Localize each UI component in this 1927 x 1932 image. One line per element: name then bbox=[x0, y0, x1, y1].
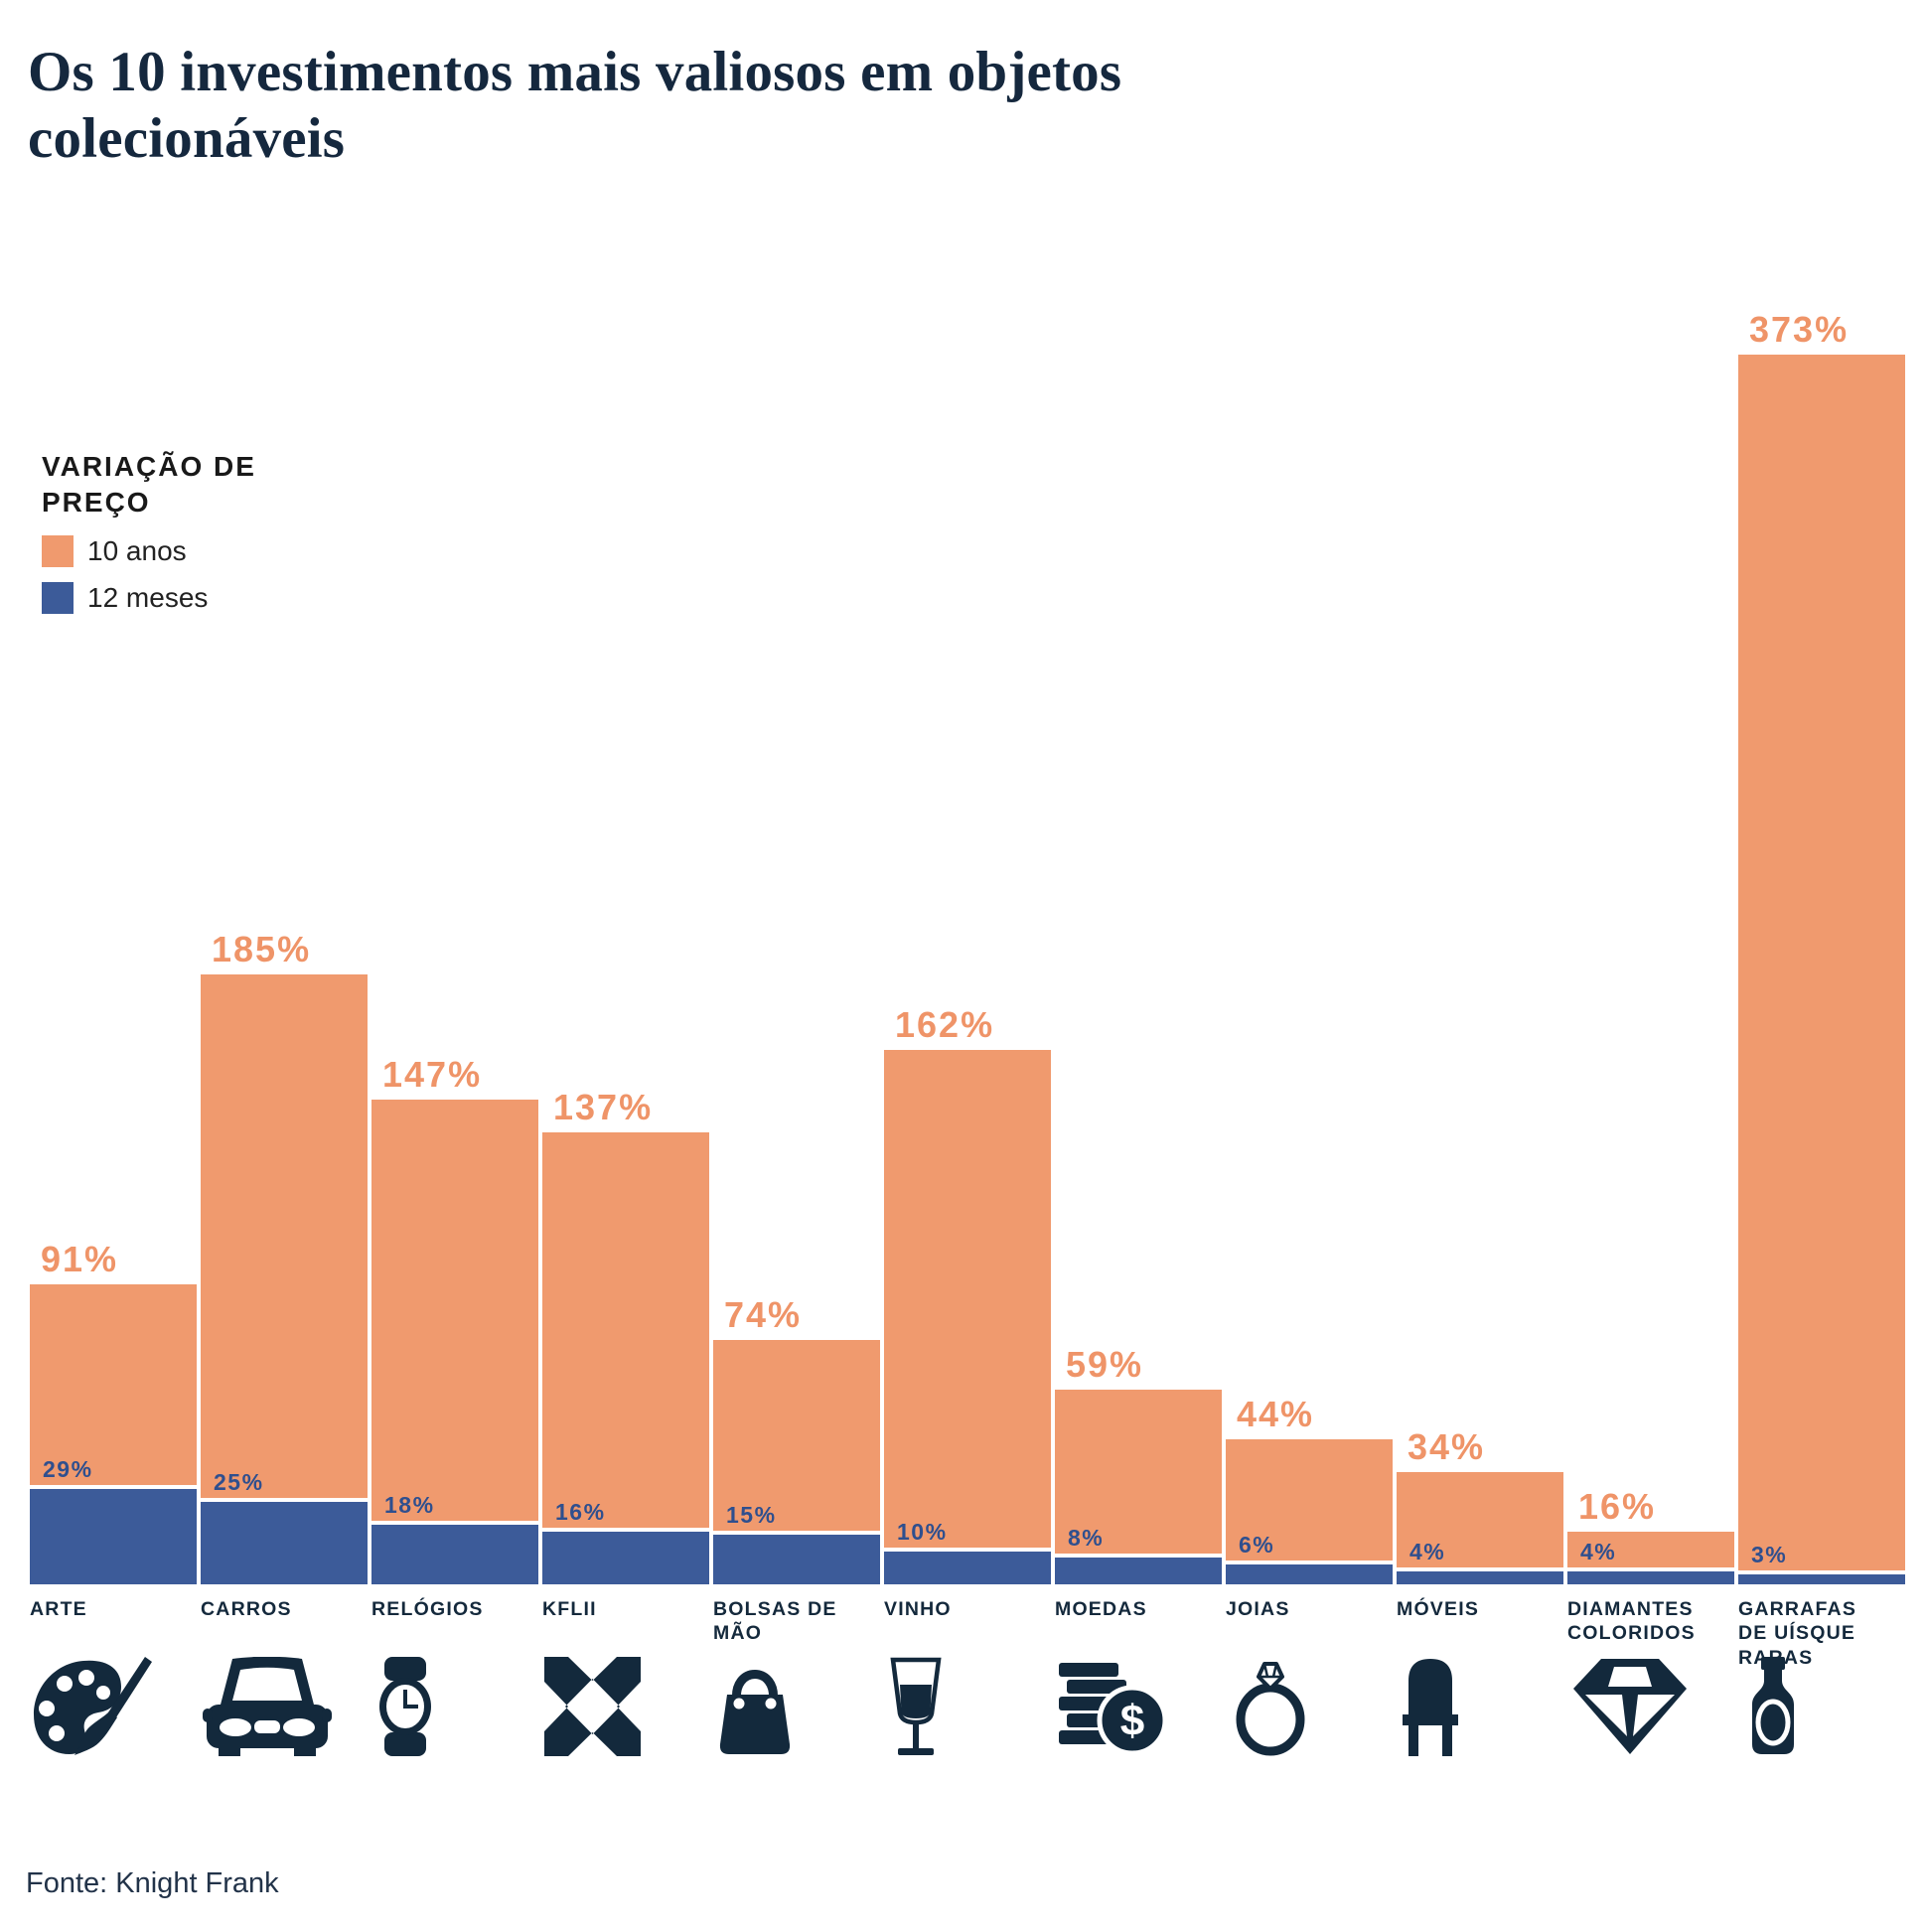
bar-segment-10-anos bbox=[1738, 354, 1905, 1571]
category-label: VINHO bbox=[884, 1598, 952, 1620]
bar-group: 74% 15% BOLSAS DE MÃO bbox=[713, 0, 880, 1932]
bar-segment-12-meses bbox=[371, 1525, 538, 1584]
diamond-ring-icon bbox=[1228, 1657, 1313, 1756]
value-label-10-anos: 137% bbox=[553, 1087, 654, 1128]
bar-segment-12-meses bbox=[1738, 1574, 1905, 1584]
bar-segment-10-anos bbox=[1397, 1472, 1563, 1567]
value-label-12-meses: 18% bbox=[384, 1492, 435, 1519]
value-label-12-meses: 29% bbox=[43, 1455, 93, 1482]
whisky-bottle-icon bbox=[1740, 1657, 1806, 1756]
category-label: ARTE bbox=[30, 1598, 87, 1620]
legend-label-10-anos: 10 anos bbox=[87, 534, 187, 566]
bar-segment-12-meses bbox=[542, 1531, 709, 1584]
value-label-12-meses: 25% bbox=[214, 1469, 264, 1495]
bar-segment-10-anos bbox=[1226, 1438, 1393, 1561]
bar-group: 34% 4% MÓVEIS bbox=[1397, 0, 1563, 1932]
value-label-12-meses: 4% bbox=[1580, 1538, 1617, 1564]
value-label-10-anos: 34% bbox=[1408, 1426, 1486, 1468]
kflii-logo-icon bbox=[544, 1657, 641, 1756]
category-label: JOIAS bbox=[1226, 1598, 1290, 1620]
value-label-10-anos: 91% bbox=[41, 1238, 119, 1279]
value-label-10-anos: 185% bbox=[212, 928, 312, 969]
value-label-12-meses: 16% bbox=[555, 1498, 606, 1525]
wristwatch-icon bbox=[373, 1657, 437, 1756]
wine-glass-icon bbox=[886, 1657, 946, 1756]
legend-label-12-meses: 12 meses bbox=[87, 581, 209, 613]
bar-group: 185% 25% CARROS bbox=[201, 0, 368, 1932]
bar-segment-12-meses bbox=[30, 1488, 197, 1584]
legend-swatch-10-anos bbox=[42, 534, 74, 567]
legend-title: VARIAÇÃO DE PREÇO bbox=[42, 451, 256, 518]
bar-segment-12-meses bbox=[1397, 1570, 1563, 1584]
value-label-10-anos: 59% bbox=[1066, 1344, 1144, 1386]
category-label: RELÓGIOS bbox=[371, 1598, 484, 1620]
bar-segment-10-anos bbox=[713, 1340, 880, 1532]
value-label-12-meses: 4% bbox=[1409, 1538, 1446, 1564]
category-label: CARROS bbox=[201, 1598, 292, 1620]
bar-segment-12-meses bbox=[1226, 1564, 1393, 1584]
legend-item-10-anos: 10 anos bbox=[42, 534, 300, 567]
value-label-12-meses: 8% bbox=[1068, 1525, 1105, 1552]
bar-group: 373%3%GARRAFAS DE UÍSQUE RARAS bbox=[1738, 0, 1905, 1932]
bar-segment-10-anos bbox=[1567, 1531, 1734, 1567]
bar-group: 91% 29% ARTE bbox=[30, 0, 197, 1932]
category-label: KFLII bbox=[542, 1598, 597, 1620]
bar-segment-12-meses bbox=[713, 1535, 880, 1584]
bar-group: 44% 6% JOIAS bbox=[1226, 0, 1393, 1932]
bar-group: 162% 10% VINHO bbox=[884, 0, 1051, 1932]
value-label-10-anos: 74% bbox=[724, 1294, 803, 1336]
category-label: MOEDAS bbox=[1055, 1598, 1147, 1620]
page-title: Os 10 investimentos mais valiosos em obj… bbox=[28, 41, 1122, 170]
bar-group: 16% 4% DIAMANTES COLORIDOS bbox=[1567, 0, 1734, 1932]
bar-segment-10-anos bbox=[542, 1132, 709, 1528]
bar-group: 147% 18% RELÓGIOS bbox=[371, 0, 538, 1932]
bar-segment-10-anos bbox=[30, 1283, 197, 1485]
legend: VARIAÇÃO DE PREÇO 10 anos 12 meses bbox=[42, 449, 300, 614]
category-label: BOLSAS DE MÃO bbox=[713, 1598, 837, 1645]
source-note: Fonte: Knight Frank bbox=[26, 1867, 279, 1899]
bar-segment-10-anos bbox=[1055, 1390, 1222, 1555]
value-label-12-meses: 15% bbox=[726, 1502, 777, 1529]
value-label-10-anos: 373% bbox=[1749, 308, 1850, 350]
handbag-icon bbox=[715, 1657, 795, 1756]
bar-segment-12-meses bbox=[1055, 1558, 1222, 1584]
value-label-10-anos: 162% bbox=[895, 1004, 995, 1046]
bar-segment-12-meses bbox=[1567, 1570, 1734, 1584]
legend-item-12-meses: 12 meses bbox=[42, 581, 300, 614]
svg-text:$: $ bbox=[1120, 1697, 1144, 1745]
bar-segment-12-meses bbox=[201, 1502, 368, 1584]
bar-segment-12-meses bbox=[884, 1551, 1051, 1584]
bar-segment-10-anos bbox=[884, 1050, 1051, 1548]
value-label-10-anos: 44% bbox=[1237, 1393, 1315, 1434]
category-label: DIAMANTES COLORIDOS bbox=[1567, 1598, 1696, 1645]
palette-brush-icon bbox=[32, 1657, 156, 1756]
bar-segment-10-anos bbox=[371, 1099, 538, 1522]
category-label: MÓVEIS bbox=[1397, 1598, 1480, 1620]
value-label-12-meses: 6% bbox=[1239, 1532, 1275, 1559]
legend-swatch-12-meses bbox=[42, 581, 74, 614]
car-icon bbox=[203, 1657, 332, 1756]
value-label-10-anos: 147% bbox=[382, 1053, 483, 1095]
diamond-icon bbox=[1569, 1657, 1691, 1756]
value-label-12-meses: 3% bbox=[1751, 1542, 1788, 1568]
bar-group: 137% 16% KFLII bbox=[542, 0, 709, 1932]
bar-segment-10-anos bbox=[201, 973, 368, 1498]
chair-icon bbox=[1399, 1657, 1462, 1756]
bar-group: 59% 8% MOEDAS $ bbox=[1055, 0, 1222, 1932]
coins-dollar-icon: $ bbox=[1057, 1657, 1166, 1756]
value-label-12-meses: 10% bbox=[897, 1518, 948, 1545]
value-label-10-anos: 16% bbox=[1578, 1485, 1657, 1527]
